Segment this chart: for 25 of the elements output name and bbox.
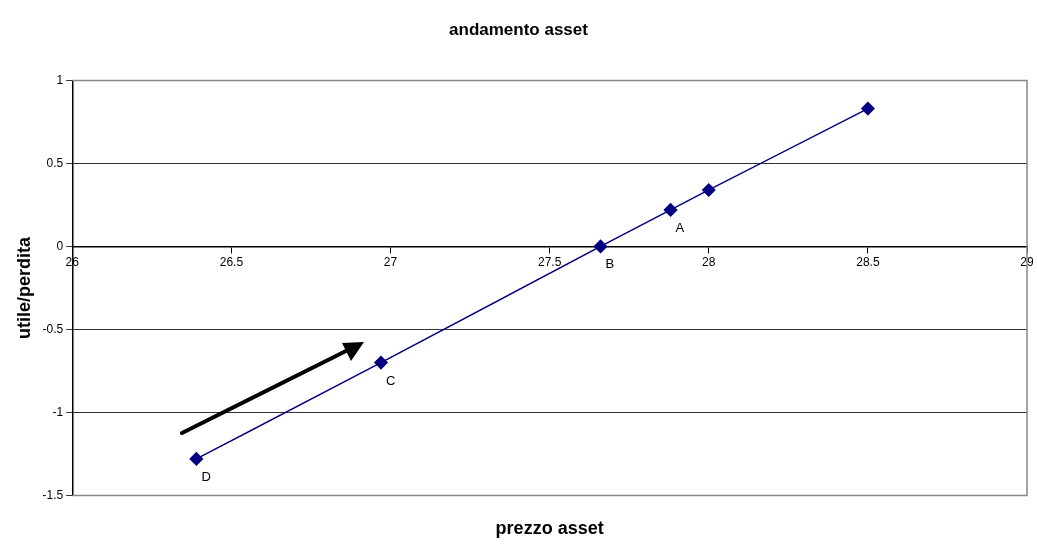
x-tick-label: 28.5 (856, 254, 880, 269)
point (861, 101, 875, 116)
point (702, 183, 716, 197)
y-tick-label: -1.5 (42, 487, 64, 502)
x-tick-label: 26.5 (219, 254, 244, 269)
point (663, 203, 678, 217)
x-tick-label: 27 (383, 254, 398, 269)
y-tick-label: -1 (52, 404, 64, 419)
point (593, 239, 608, 254)
y-tick-label: -0.5 (42, 321, 64, 336)
annotation: A (675, 219, 685, 235)
x-tick-label: 27.5 (537, 254, 562, 269)
y-tick-label: 0.5 (46, 155, 64, 170)
annotation: C (385, 372, 396, 388)
x-tick-label: 29 (1020, 254, 1034, 269)
y-axis-title: utile/perdita (13, 235, 34, 339)
annotation: D (201, 468, 211, 484)
annotation: B (605, 256, 615, 272)
x-tick-label: 28 (702, 254, 716, 269)
chart-title: andamento asset (449, 19, 589, 39)
y-tick-label: 0 (56, 238, 64, 253)
point (189, 452, 204, 466)
x-axis-title: prezzo asset (495, 518, 604, 539)
point (374, 355, 388, 370)
y-tick-label: 1 (56, 72, 64, 87)
